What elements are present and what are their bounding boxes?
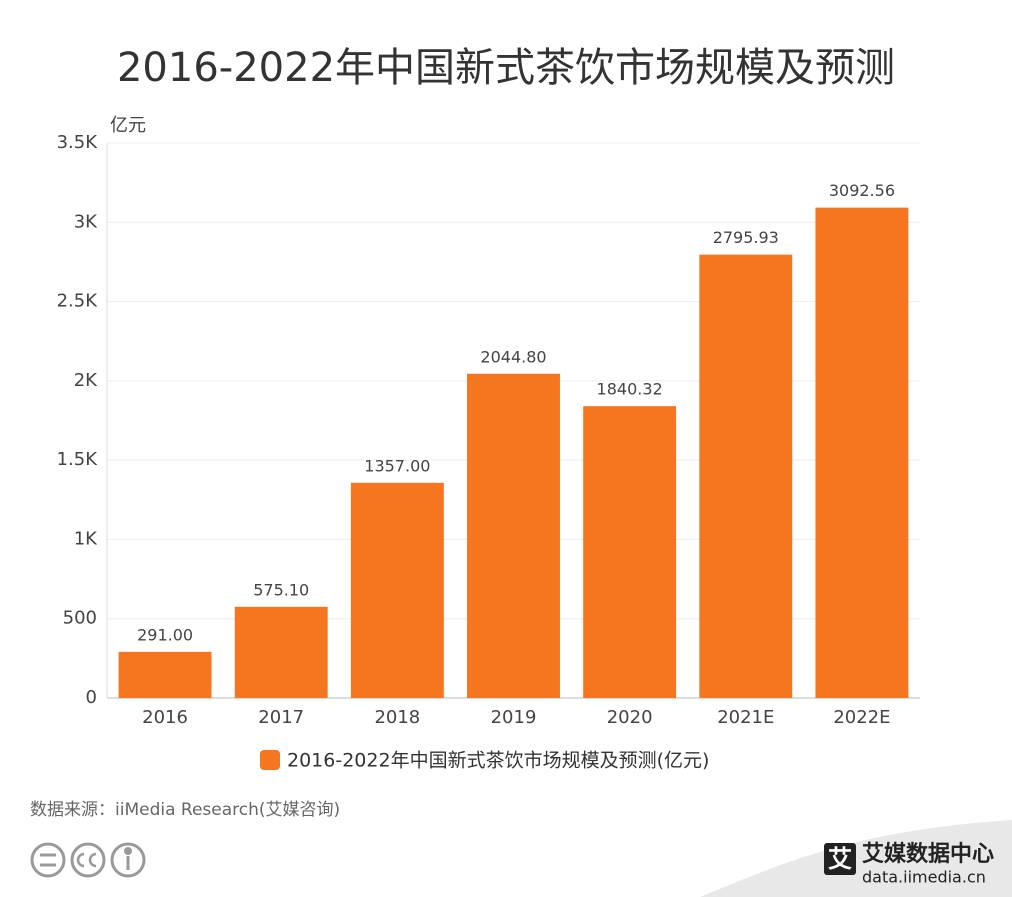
y-tick-label: 500 xyxy=(63,608,97,629)
bar xyxy=(234,606,328,698)
x-tick-label: 2022E xyxy=(833,707,890,728)
x-tick-label: 2018 xyxy=(374,707,420,728)
bar xyxy=(815,207,909,698)
y-tick-label: 2.5K xyxy=(57,291,99,312)
bar xyxy=(118,651,212,698)
x-tick-label: 2019 xyxy=(491,707,537,728)
license-icons xyxy=(30,842,146,878)
logo-title: 艾媒数据中心 xyxy=(862,841,994,867)
logo-box xyxy=(824,843,856,875)
value-label: 291.00 xyxy=(137,625,193,644)
bar xyxy=(699,254,793,698)
value-label: 3092.56 xyxy=(829,181,895,200)
y-tick-label: 3K xyxy=(74,211,98,232)
bar xyxy=(583,406,677,698)
source: 数据来源：iiMedia Research(艾媒咨询) xyxy=(30,800,340,820)
y-tick-label: 2K xyxy=(74,370,98,391)
y-tick-label: 1.5K xyxy=(57,449,99,470)
bar xyxy=(350,482,444,698)
legend-swatch xyxy=(260,750,280,770)
logo-url: data.iimedia.cn xyxy=(862,868,986,887)
x-tick-label: 2016 xyxy=(142,707,188,728)
x-tick-label: 2017 xyxy=(258,707,304,728)
value-label: 1840.32 xyxy=(597,380,663,399)
y-axis-unit: 亿元 xyxy=(110,115,146,136)
y-tick-label: 1K xyxy=(74,528,98,549)
bar xyxy=(467,373,560,698)
y-tick-label: 3.5K xyxy=(57,132,99,153)
x-tick-label: 2020 xyxy=(607,707,653,728)
y-tick-label: 0 xyxy=(86,687,97,708)
value-label: 575.10 xyxy=(253,580,309,599)
value-label: 1357.00 xyxy=(364,456,430,475)
value-label: 2795.93 xyxy=(713,228,779,247)
value-label: 2044.80 xyxy=(480,347,546,366)
x-tick-label: 2021E xyxy=(717,707,774,728)
chart-title: 2016-2022年中国新式茶饮市场规模及预测 xyxy=(117,45,895,91)
logo-icon: 艾 xyxy=(828,845,852,873)
legend-label: 2016-2022年中国新式茶饮市场规模及预测(亿元) xyxy=(287,750,709,772)
